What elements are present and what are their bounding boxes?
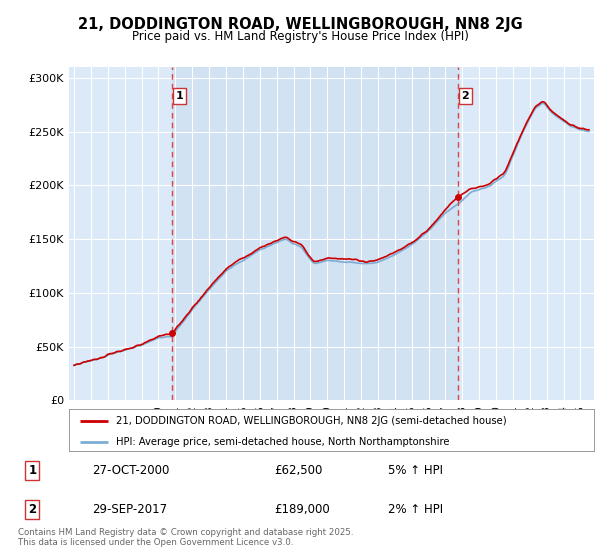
Text: 21, DODDINGTON ROAD, WELLINGBOROUGH, NN8 2JG: 21, DODDINGTON ROAD, WELLINGBOROUGH, NN8… — [77, 17, 523, 32]
Bar — [172, 67, 458, 400]
Text: Price paid vs. HM Land Registry's House Price Index (HPI): Price paid vs. HM Land Registry's House … — [131, 30, 469, 43]
Text: HPI: Average price, semi-detached house, North Northamptonshire: HPI: Average price, semi-detached house,… — [116, 437, 450, 446]
Text: 1: 1 — [28, 464, 37, 477]
Text: 5% ↑ HPI: 5% ↑ HPI — [389, 464, 443, 477]
Text: 29-SEP-2017: 29-SEP-2017 — [92, 503, 167, 516]
Text: 2: 2 — [461, 91, 469, 101]
Text: 2% ↑ HPI: 2% ↑ HPI — [389, 503, 443, 516]
Text: 2: 2 — [28, 503, 37, 516]
Text: 1: 1 — [176, 91, 184, 101]
Text: 27-OCT-2000: 27-OCT-2000 — [92, 464, 169, 477]
Text: £189,000: £189,000 — [275, 503, 330, 516]
Text: 21, DODDINGTON ROAD, WELLINGBOROUGH, NN8 2JG (semi-detached house): 21, DODDINGTON ROAD, WELLINGBOROUGH, NN8… — [116, 416, 507, 426]
Text: £62,500: £62,500 — [275, 464, 323, 477]
Text: Contains HM Land Registry data © Crown copyright and database right 2025.
This d: Contains HM Land Registry data © Crown c… — [18, 528, 353, 547]
